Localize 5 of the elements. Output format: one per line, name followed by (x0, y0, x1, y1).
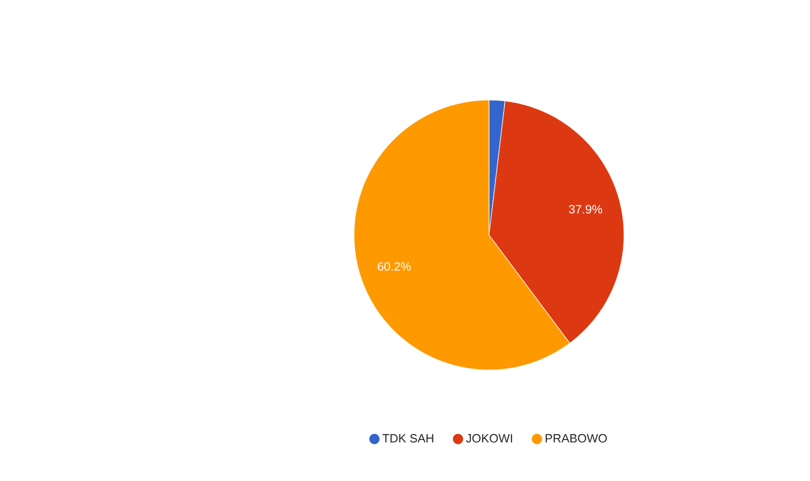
legend-label: JOKOWI (466, 434, 512, 443)
data-label: 37.9% (568, 204, 602, 214)
legend-label: PRABOWO (546, 434, 607, 443)
data-label: 60.2% (378, 262, 411, 271)
legend-label: TDK SAH (382, 434, 434, 443)
